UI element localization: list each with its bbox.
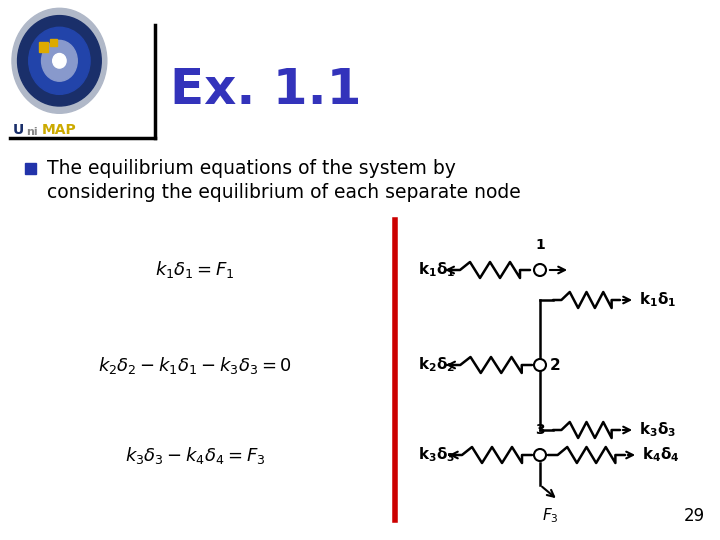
Ellipse shape — [42, 40, 77, 81]
Text: $F_3$: $F_3$ — [541, 506, 558, 525]
Text: ni: ni — [26, 126, 37, 137]
Text: $\mathbf{k_3\delta_3}$: $\mathbf{k_3\delta_3}$ — [639, 421, 676, 440]
Text: $k_1\delta_1 = F_1$: $k_1\delta_1 = F_1$ — [155, 260, 235, 280]
Text: $k_3\delta_3 - k_4\delta_4 = F_3$: $k_3\delta_3 - k_4\delta_4 = F_3$ — [125, 444, 265, 465]
Text: $\mathbf{k_2\delta_2}$: $\mathbf{k_2\delta_2}$ — [418, 356, 455, 374]
Text: 3: 3 — [535, 423, 545, 437]
Ellipse shape — [29, 27, 90, 94]
Bar — [50, 39, 57, 46]
Text: $\mathbf{k_4\delta_4}$: $\mathbf{k_4\delta_4}$ — [642, 446, 680, 464]
Ellipse shape — [17, 16, 102, 106]
Text: $k_2\delta_2 - k_1\delta_1 - k_3\delta_3 = 0$: $k_2\delta_2 - k_1\delta_1 - k_3\delta_3… — [98, 354, 292, 375]
Ellipse shape — [12, 8, 107, 113]
Text: U: U — [12, 123, 24, 137]
Circle shape — [534, 449, 546, 461]
Ellipse shape — [53, 53, 66, 68]
Text: 2: 2 — [550, 357, 561, 373]
Bar — [40, 42, 48, 52]
Bar — [25, 163, 36, 174]
Text: 29: 29 — [684, 507, 705, 525]
Text: considering the equilibrium of each separate node: considering the equilibrium of each sepa… — [47, 183, 521, 201]
Text: $\mathbf{k_1\delta_1}$: $\mathbf{k_1\delta_1}$ — [639, 291, 676, 309]
Text: MAP: MAP — [42, 123, 76, 137]
Circle shape — [534, 359, 546, 371]
Text: Ex. 1.1: Ex. 1.1 — [170, 66, 361, 114]
Circle shape — [534, 264, 546, 276]
Text: $\mathbf{k_1\delta_1}$: $\mathbf{k_1\delta_1}$ — [418, 261, 456, 279]
Text: $\mathbf{k_3\delta_3}$: $\mathbf{k_3\delta_3}$ — [418, 446, 455, 464]
Text: 1: 1 — [535, 238, 545, 252]
Text: The equilibrium equations of the system by: The equilibrium equations of the system … — [47, 159, 456, 178]
